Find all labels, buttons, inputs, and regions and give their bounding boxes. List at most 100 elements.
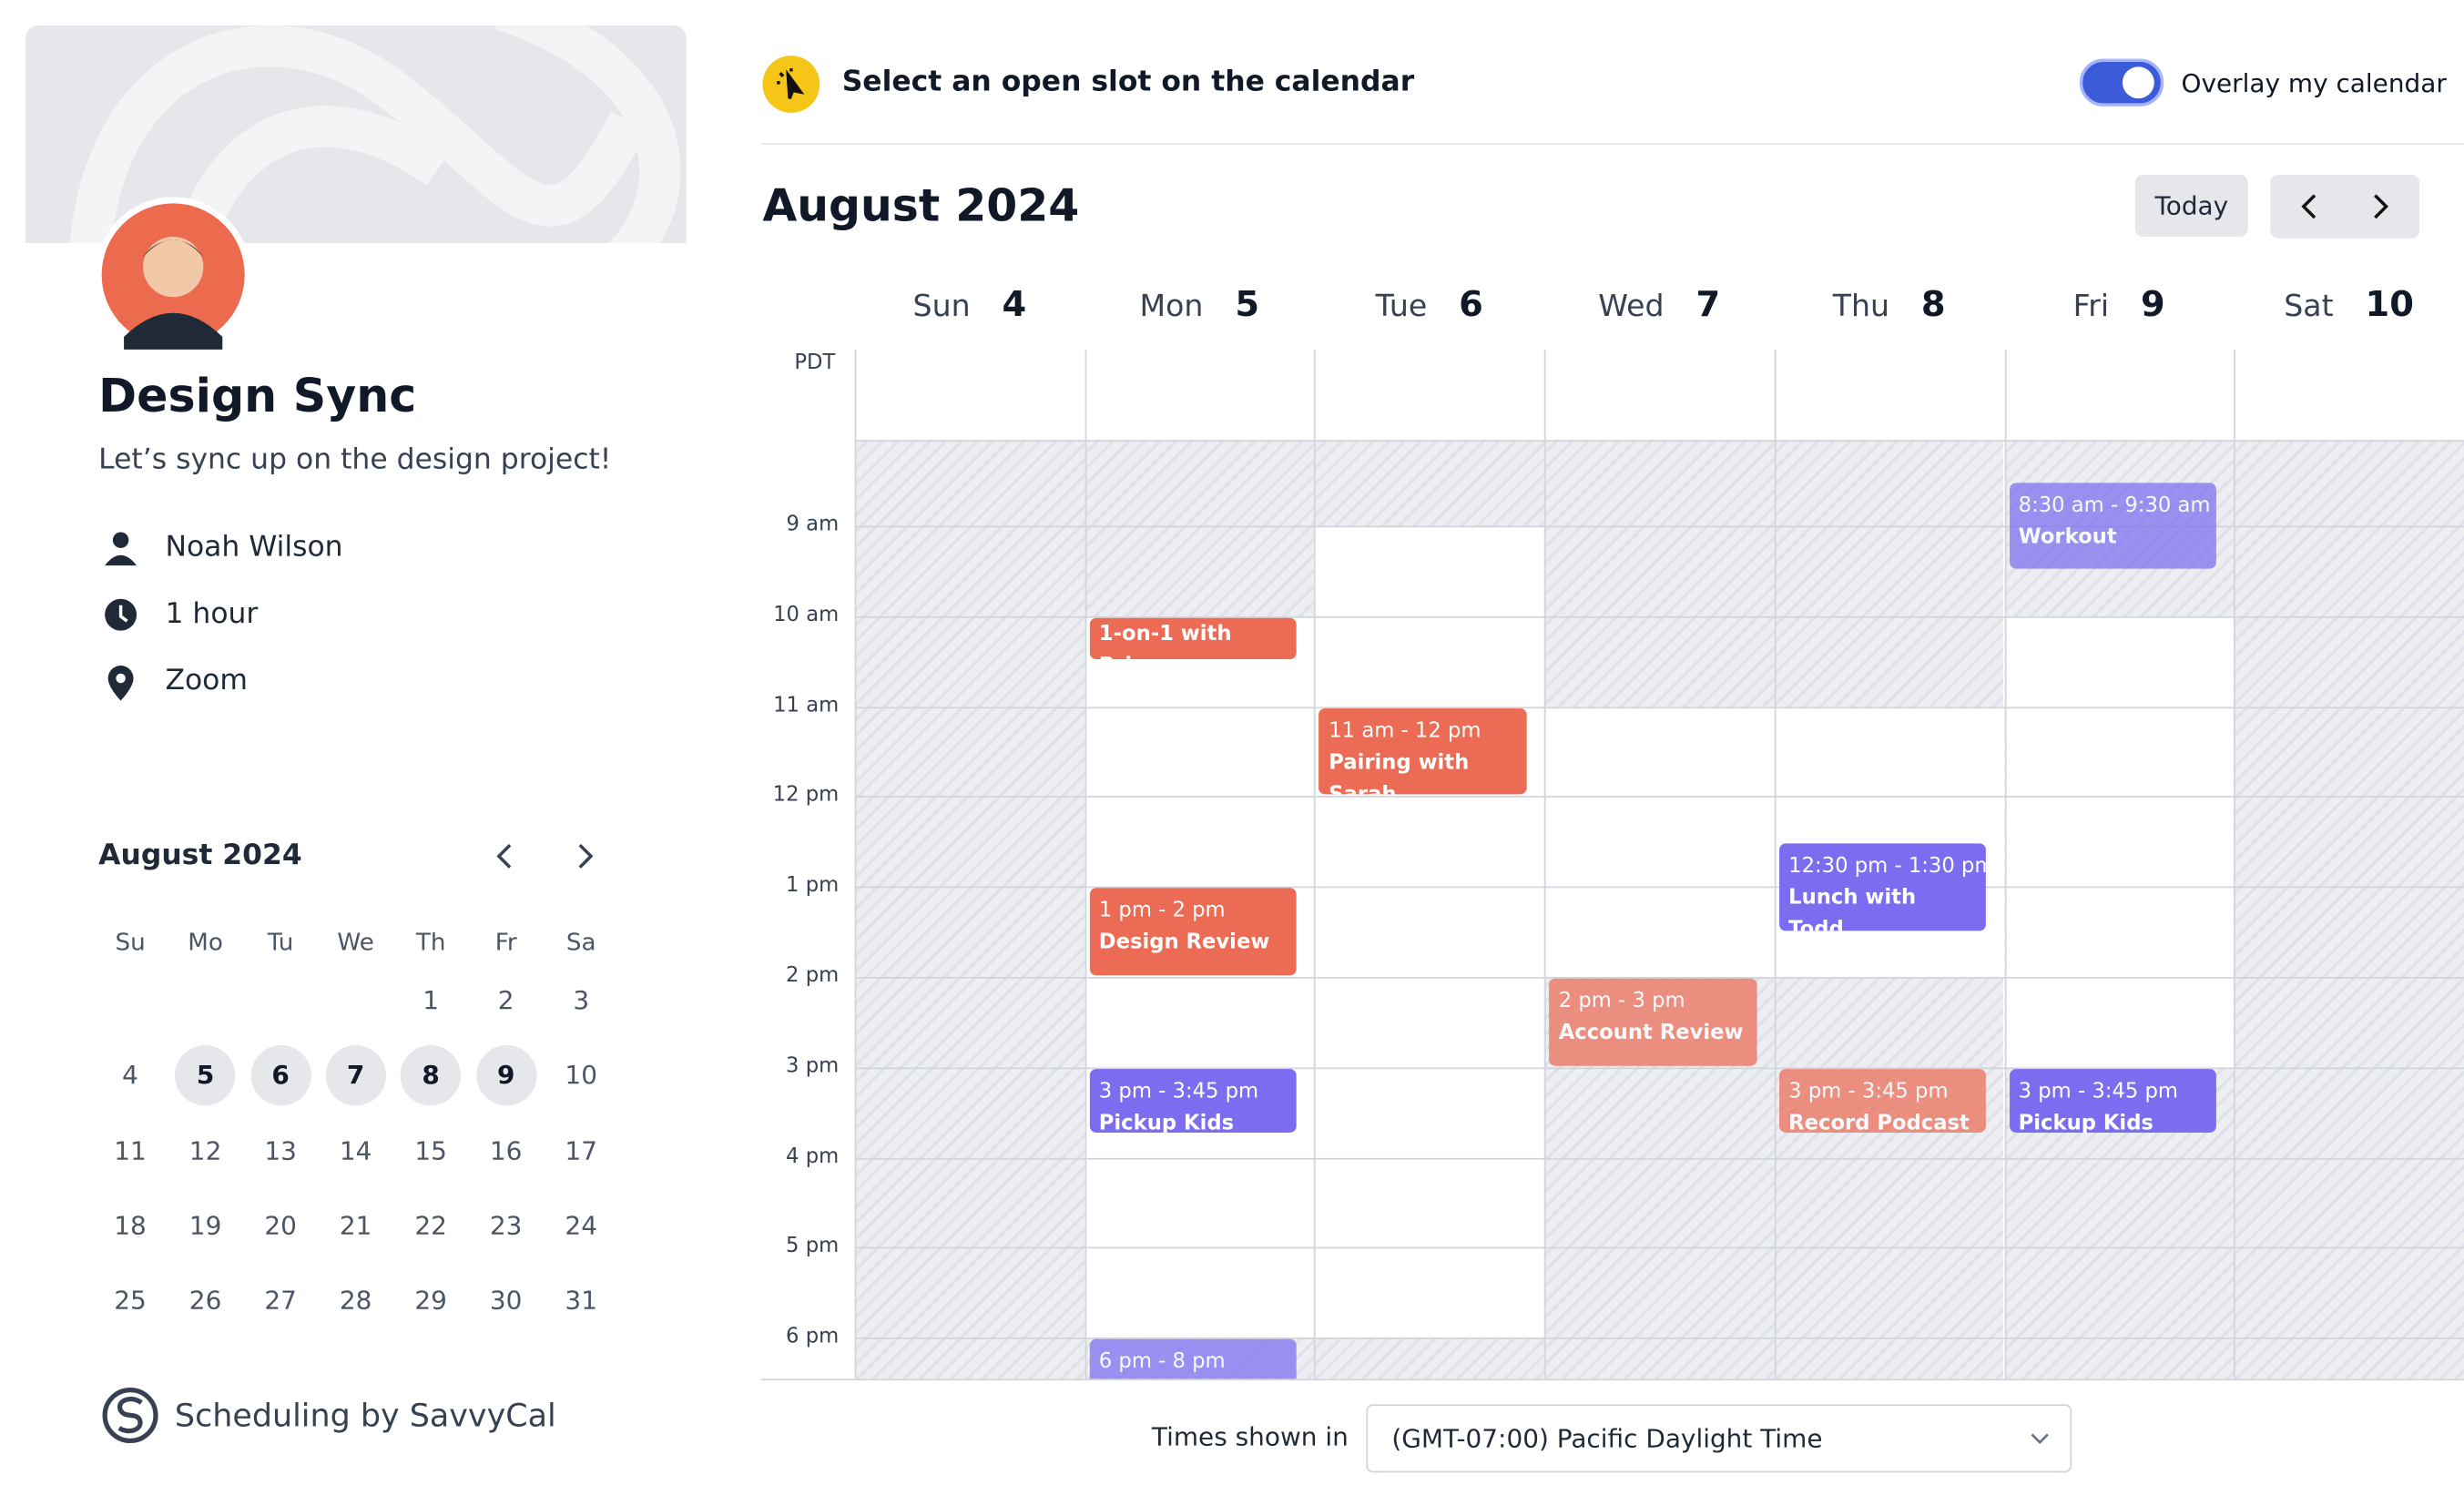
- event-title: Pickup Kids: [2018, 1111, 2153, 1134]
- mini-day: 4: [122, 1060, 138, 1091]
- prompt: Select an open slot on the calendar: [841, 65, 1415, 99]
- day-date: 9: [2140, 286, 2165, 326]
- hour-label: 3 pm: [786, 1054, 840, 1079]
- day-date: 6: [1459, 286, 1483, 326]
- mini-day: 22: [414, 1210, 447, 1241]
- week-nav[interactable]: [2270, 174, 2420, 239]
- event[interactable]: 11 am - 12 pm Pairing with Sarah: [1319, 707, 1527, 796]
- timezone-select[interactable]: (GMT-07:00) Pacific Daylight Time: [1366, 1404, 2072, 1473]
- event-layer: 1-on-1 with Brian 11 am - 12 pm Pairing wi…: [0, 440, 2464, 1379]
- hour-line: [854, 1337, 2464, 1340]
- event[interactable]: 3 pm - 3:45 pm Pickup Kids: [1089, 1068, 1298, 1134]
- open-slot[interactable]: [2003, 615, 2235, 1068]
- column-line: [1084, 349, 1086, 1379]
- mini-weekday: Sa: [565, 927, 596, 957]
- event[interactable]: 8:30 am - 9:30 am Workout: [2009, 482, 2217, 570]
- column-line: [2234, 349, 2236, 1379]
- event[interactable]: 3 pm - 3:45 pm Record Podcast: [1778, 1068, 1987, 1134]
- hour-label: 11 am: [773, 693, 840, 717]
- event[interactable]: 1-on-1 with Brian: [1089, 617, 1298, 660]
- grid-bottom-line: [760, 1378, 2464, 1381]
- hour-label: 6 pm: [786, 1325, 840, 1349]
- mini-day: 12: [188, 1134, 222, 1165]
- event-title: Lunch with Todd: [1788, 886, 1917, 931]
- open-slot[interactable]: [1544, 706, 1775, 977]
- detail-icons: [105, 532, 137, 701]
- open-slot[interactable]: [1314, 525, 1544, 1338]
- timezone-label: Times shown in: [1151, 1421, 1349, 1452]
- mini-day[interactable]: 7: [325, 1045, 386, 1106]
- overlay-toggle[interactable]: [2079, 58, 2164, 107]
- mini-day[interactable]: 5: [175, 1045, 236, 1106]
- day-column: [2234, 440, 2464, 1379]
- hour-label: 4 pm: [786, 1144, 840, 1169]
- event-time: 3 pm - 3:45 pm: [1788, 1080, 1949, 1104]
- event-time: 2 pm - 3 pm: [1558, 989, 1685, 1014]
- event-time: 6 pm - 8 pm: [1098, 1350, 1226, 1375]
- day-header: Sun 4: [855, 286, 1084, 326]
- mini-day: 30: [489, 1285, 523, 1316]
- day-header: Wed 7: [1544, 286, 1774, 326]
- mini-day[interactable]: 8: [400, 1045, 462, 1106]
- toggle-label: Overlay my calendar: [2181, 68, 2447, 99]
- mini-month: August 2024: [98, 839, 302, 872]
- event[interactable]: 6 pm - 8 pm: [1089, 1339, 1298, 1379]
- mini-day: 27: [264, 1285, 297, 1316]
- event-time: 12:30 pm - 1:30 pm: [1788, 854, 1987, 879]
- mini-day: 23: [489, 1210, 523, 1241]
- mini-day: 14: [339, 1134, 372, 1165]
- event[interactable]: 2 pm - 3 pm Account Review: [1549, 978, 1757, 1066]
- mini-day[interactable]: 6: [249, 1045, 311, 1106]
- hour-line: [854, 796, 2464, 798]
- event-title: Design Review: [1098, 931, 1270, 955]
- mini-day: 24: [565, 1210, 597, 1241]
- day-header: Sat 10: [2234, 286, 2463, 326]
- event[interactable]: 12:30 pm - 1:30 pm Lunch with Todd: [1778, 843, 1987, 931]
- mini-day: 20: [264, 1210, 297, 1241]
- hour-line: [854, 615, 2464, 618]
- event[interactable]: 1 pm - 2 pm Design Review: [1089, 888, 1298, 976]
- day-name: Tue: [1375, 289, 1428, 324]
- mini-weekday: Tu: [267, 927, 294, 957]
- savvycal-logo: [102, 1387, 158, 1444]
- event-title: Design Sync: [98, 368, 417, 423]
- column-line: [854, 349, 857, 1379]
- mini-day[interactable]: 9: [475, 1045, 536, 1106]
- column-line: [1774, 349, 1777, 1379]
- mini-day: 3: [573, 984, 590, 1015]
- mini-day: 2: [497, 984, 514, 1015]
- mini-day: 16: [489, 1134, 523, 1165]
- mini-day: 26: [188, 1285, 222, 1316]
- day-header: Fri 9: [2004, 286, 2234, 326]
- host: Noah Wilson: [165, 530, 343, 564]
- avatar: [95, 197, 251, 353]
- calendar-month: August 2024: [762, 179, 1080, 232]
- event[interactable]: 3 pm - 3:45 pm Pickup Kids: [2009, 1068, 2217, 1134]
- mini-weekday: Fr: [494, 927, 517, 957]
- mini-weekday: Mo: [188, 927, 223, 957]
- day-name: Fri: [2072, 289, 2110, 324]
- event-time: 3 pm - 3:45 pm: [2018, 1080, 2179, 1104]
- open-slot[interactable]: [1774, 706, 2004, 977]
- day-header: Tue 6: [1315, 286, 1544, 326]
- divider: [760, 143, 2464, 145]
- day-header: Thu 8: [1774, 286, 2003, 326]
- hour-label: 9 am: [786, 513, 840, 537]
- cursor-icon: [762, 56, 820, 113]
- open-slot[interactable]: [1084, 615, 1315, 1338]
- hour-label: 12 pm: [772, 783, 840, 808]
- mini-day: 19: [188, 1210, 222, 1241]
- day-date: 7: [1695, 286, 1721, 326]
- mini-day: 31: [565, 1285, 597, 1316]
- event-description: Let’s sync up on the design project!: [98, 442, 612, 477]
- mini-weekday: Th: [415, 927, 446, 957]
- timezone-value: (GMT-07:00) Pacific Daylight Time: [1391, 1423, 1823, 1454]
- today-button[interactable]: Today: [2134, 174, 2248, 237]
- mini-nav[interactable]: [489, 840, 600, 872]
- day-date: 10: [2365, 286, 2414, 326]
- hour-label: 5 pm: [786, 1235, 840, 1259]
- event-title: 1-on-1 with Brian: [1098, 622, 1232, 660]
- grid-top-line: [854, 440, 2464, 442]
- day-date: 4: [1002, 286, 1027, 326]
